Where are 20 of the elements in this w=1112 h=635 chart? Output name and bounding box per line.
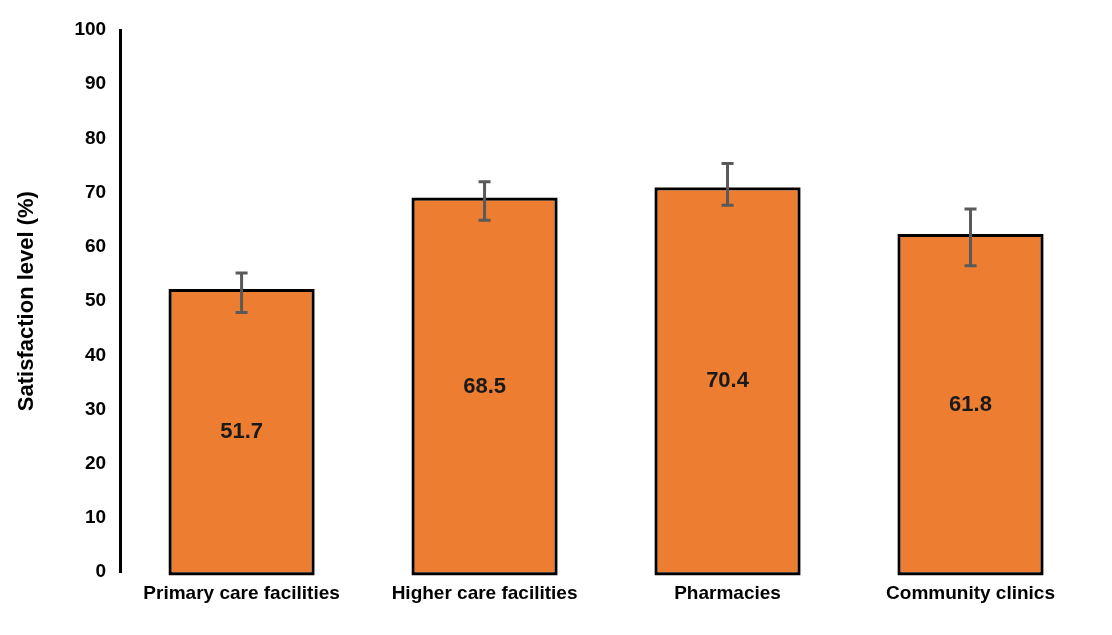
y-tick-label: 0 bbox=[95, 560, 107, 582]
data-label: 70.4 bbox=[706, 367, 750, 393]
y-tick-label: 50 bbox=[84, 289, 107, 311]
x-tick-label: Higher care facilities bbox=[391, 581, 578, 603]
y-tick-label: 100 bbox=[74, 18, 107, 40]
x-tick-label: Pharmacies bbox=[674, 581, 781, 603]
x-tick-label: Community clinics bbox=[886, 581, 1055, 603]
y-axis-title: Satisfaction level (%) bbox=[13, 191, 39, 412]
data-label: 68.5 bbox=[463, 372, 506, 398]
y-tick-label: 60 bbox=[84, 235, 107, 257]
y-tick-label: 30 bbox=[84, 397, 107, 419]
y-tick-label: 10 bbox=[84, 506, 107, 528]
x-tick-label: Primary care facilities bbox=[143, 581, 340, 603]
data-label: 51.7 bbox=[220, 418, 263, 444]
data-label: 61.8 bbox=[949, 390, 992, 416]
y-tick-label: 20 bbox=[84, 451, 107, 473]
y-tick-label: 90 bbox=[84, 72, 107, 94]
y-tick-label: 40 bbox=[84, 343, 107, 365]
y-tick-label: 70 bbox=[84, 180, 107, 202]
y-tick-label: 80 bbox=[84, 126, 107, 148]
